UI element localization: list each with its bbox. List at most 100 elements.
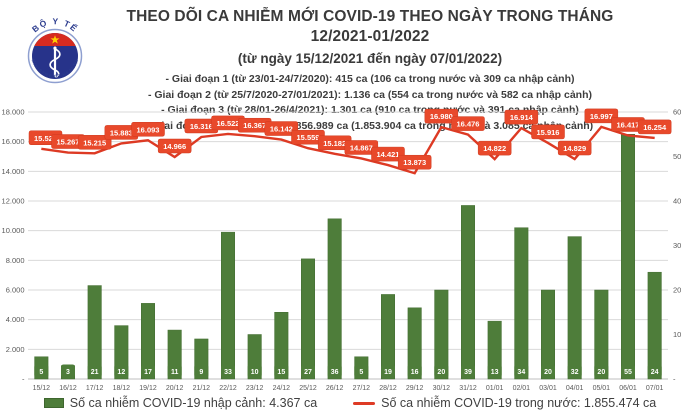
legend-item-imported: Số ca nhiễm COVID-19 nhập cảnh: 4.367 ca	[43, 396, 317, 410]
x-axis-label: 06/01	[619, 385, 637, 392]
legend-line-swatch	[353, 401, 376, 405]
import-bar	[647, 271, 662, 380]
import-value-label: 34	[517, 369, 525, 376]
left-axis-tick: 2.000	[6, 345, 25, 354]
domestic-value-box	[451, 116, 485, 131]
import-value-label: 20	[437, 369, 445, 376]
domestic-value-label: 16.417	[617, 120, 640, 129]
import-value-box	[354, 364, 369, 378]
x-axis-label: 28/12	[379, 385, 397, 392]
x-axis-label: 17/12	[86, 385, 104, 392]
domestic-value-label: 16.367	[243, 121, 266, 130]
import-bar	[274, 312, 289, 380]
right-axis-tick: 50	[673, 152, 681, 161]
right-axis-tick: 30	[673, 241, 681, 250]
import-bar	[434, 289, 449, 380]
x-axis-label: 19/12	[139, 385, 157, 392]
domestic-value-label: 14.829	[563, 144, 586, 153]
x-axis-label: 20/12	[166, 385, 184, 392]
x-axis-label: 04/01	[566, 385, 584, 392]
stage-note-3: - Giai đoạn 3 (từ 28/01-26/4/2021): 1.30…	[161, 104, 579, 116]
import-value-box	[34, 364, 49, 378]
domestic-value-box	[77, 135, 112, 150]
domestic-value-label: 15.182	[323, 139, 346, 148]
import-value-label: 11	[171, 369, 179, 376]
left-axis-tick: 14.000	[2, 167, 25, 176]
x-axis-label: 31/12	[459, 385, 477, 392]
left-axis-tick: 16.000	[2, 137, 25, 146]
domestic-value-box	[637, 119, 672, 135]
import-value-label: 12	[117, 369, 125, 376]
import-value-box	[274, 364, 289, 378]
legend-bar-swatch	[43, 398, 64, 408]
x-axis-label: 22/12	[219, 385, 237, 392]
left-axis-tick: 4.000	[6, 315, 25, 324]
import-bar	[141, 303, 155, 380]
import-value-box	[114, 364, 129, 378]
right-axis-tick: -	[673, 375, 676, 384]
moh-logo: BỘ Y TẾ MINISTRY OF HEALTH	[27, 16, 83, 84]
import-value-label: 20	[544, 369, 552, 376]
domestic-value-box	[477, 140, 512, 156]
import-bar	[301, 258, 315, 380]
domestic-value-label: 15.883	[110, 128, 133, 137]
x-axis-label: 03/01	[539, 385, 557, 392]
import-value-box	[167, 364, 182, 378]
import-bar	[87, 285, 102, 380]
import-bar	[541, 289, 555, 380]
import-value-box	[221, 364, 235, 378]
domestic-value-box	[504, 109, 539, 125]
import-value-label: 3	[66, 369, 70, 376]
import-value-box	[434, 364, 449, 378]
import-bar	[407, 307, 422, 380]
stage-note-1: - Giai đoạn 1 (từ 23/01-24/7/2020): 415 …	[165, 73, 575, 85]
domestic-value-label: 15.215	[83, 138, 106, 147]
left-axis-tick: 12.000	[2, 197, 25, 206]
domestic-value-box	[157, 138, 192, 154]
domestic-value-label: 15.522	[34, 134, 57, 143]
import-value-box	[141, 364, 155, 378]
right-axis-tick: 10	[673, 330, 681, 339]
import-value-box	[514, 364, 529, 378]
import-value-box	[621, 364, 635, 378]
domestic-value-box	[131, 122, 165, 137]
import-value-label: 55	[624, 369, 632, 376]
domestic-value-box	[584, 108, 619, 124]
import-value-label: 5	[359, 369, 363, 376]
x-axis-label: 15/12	[33, 385, 51, 392]
import-value-box	[541, 364, 555, 378]
import-value-label: 36	[331, 369, 339, 376]
import-value-box	[247, 364, 262, 378]
import-value-label: 24	[651, 369, 659, 376]
x-axis-label: 21/12	[193, 385, 211, 392]
domestic-value-label: 14.966	[163, 142, 186, 151]
left-axis-tick: 8.000	[6, 256, 25, 265]
chart-subtitle: (từ ngày 15/12/2021 đến ngày 07/01/2022)	[237, 51, 503, 66]
x-axis-label: 23/12	[246, 385, 264, 392]
domestic-value-box	[371, 146, 405, 162]
import-value-label: 21	[91, 369, 99, 376]
import-value-box	[327, 364, 342, 378]
chart-legend: Số ca nhiễm COVID-19 nhập cảnh: 4.367 ca…	[0, 396, 700, 410]
domestic-value-label: 14.822	[483, 144, 506, 153]
import-value-box	[61, 364, 75, 378]
import-value-label: 17	[144, 369, 152, 376]
import-value-box	[87, 364, 102, 378]
domestic-value-box	[397, 154, 432, 170]
domestic-value-label: 16.476	[457, 120, 480, 129]
import-value-label: 33	[224, 369, 232, 376]
import-bar	[567, 236, 582, 380]
legend-item-domestic: Số ca nhiễm COVID-19 trong nước: 1.855.4…	[353, 396, 656, 410]
x-axis-label: 18/12	[113, 385, 131, 392]
import-bar	[514, 227, 529, 380]
domestic-value-label: 16.316	[190, 122, 213, 131]
import-value-box	[594, 364, 609, 378]
right-axis-tick: 40	[673, 197, 681, 206]
x-axis-label: 05/01	[593, 385, 611, 392]
x-axis-label: 24/12	[273, 385, 291, 392]
domestic-value-label: 15.559	[297, 133, 320, 142]
stage-note-2: - Giai đoạn 2 (từ 25/7/2020-27/01/2021):…	[147, 88, 593, 101]
import-value-label: 27	[304, 369, 312, 376]
x-axis-label: 29/12	[406, 385, 424, 392]
left-axis-tick: 18.000	[2, 108, 25, 117]
